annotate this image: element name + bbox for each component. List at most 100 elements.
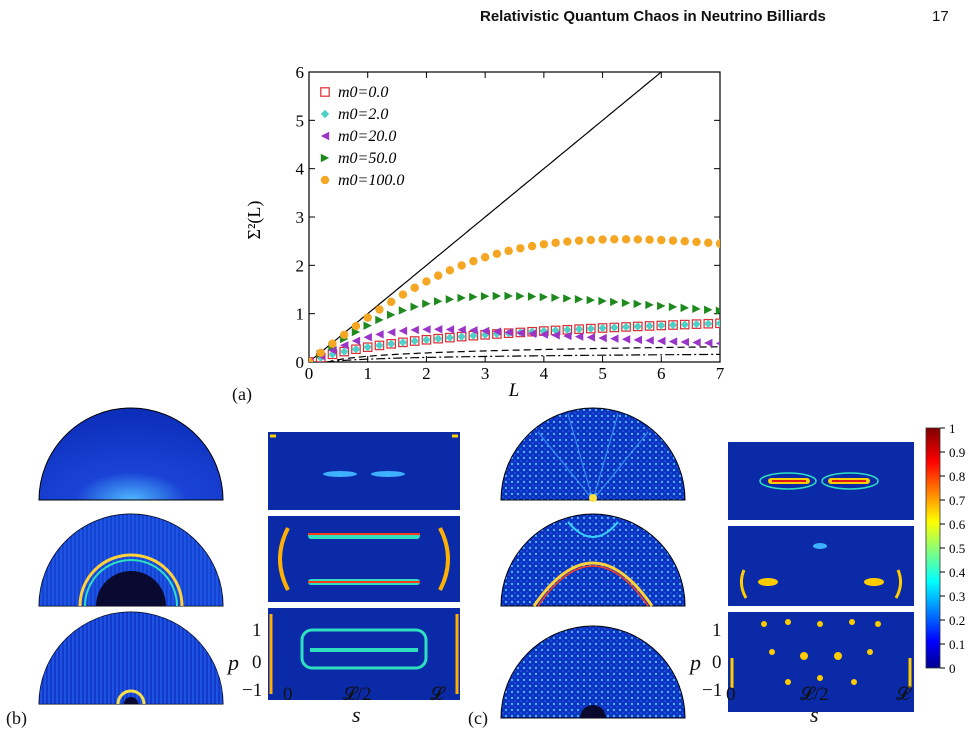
p-tick-mid-c: 0 <box>712 652 722 673</box>
data-point <box>445 333 455 342</box>
data-point <box>351 321 361 331</box>
data-point <box>398 337 408 348</box>
s-tick-start-b: 0 <box>283 684 293 705</box>
data-point <box>340 330 349 339</box>
data-point <box>586 235 596 245</box>
data-point <box>480 253 490 262</box>
gue-curve <box>323 353 720 362</box>
x-axis-label: L <box>508 380 520 401</box>
data-point <box>433 271 443 280</box>
data-point <box>457 261 466 270</box>
husimi-c1 <box>728 442 914 520</box>
legend-marker <box>320 175 330 185</box>
data-point <box>375 341 384 350</box>
data-point <box>363 321 372 330</box>
data-point <box>422 277 431 286</box>
data-point <box>433 333 443 344</box>
data-point <box>422 335 431 345</box>
s-tick-mid-b: 𝓛/2 <box>343 684 372 705</box>
data-point <box>715 306 720 315</box>
p-tick-bottom-c: −1 <box>702 680 723 701</box>
data-point <box>668 302 678 312</box>
data-point <box>375 315 384 325</box>
data-point <box>574 324 584 334</box>
data-point <box>563 294 572 303</box>
data-point <box>492 327 502 336</box>
colorbar-tick-label: 0.6 <box>949 517 966 532</box>
data-point <box>387 310 396 320</box>
data-point <box>621 298 631 308</box>
data-point <box>433 325 443 334</box>
data-point <box>621 322 631 332</box>
spectral-rigidity-chart: 0 1 2 3 4 5 6 7 0 1 2 3 4 5 6 m0=0.0 m0=2.0 m0=20.0 m0=50… <box>244 63 725 401</box>
data-point <box>563 331 572 341</box>
x-tick-label: 5 <box>598 364 607 383</box>
data-point <box>351 344 361 355</box>
data-point <box>657 336 666 346</box>
data-point <box>387 328 396 337</box>
data-point <box>375 305 384 314</box>
data-point <box>668 337 678 346</box>
data-point <box>656 320 667 331</box>
data-point <box>645 235 654 244</box>
p-tick-mid-b: 0 <box>252 652 262 673</box>
data-point <box>410 302 419 311</box>
data-point <box>598 296 607 306</box>
legend-label: m0=20.0 <box>338 128 396 145</box>
data-point <box>340 341 349 350</box>
data-point <box>328 339 337 348</box>
data-point <box>692 304 701 314</box>
p-tick-bottom-b: −1 <box>242 680 263 701</box>
colorbar-tick-label: 0.2 <box>949 613 965 628</box>
data-point <box>410 336 419 346</box>
wavefunction-c2 <box>500 513 686 607</box>
axis-ticks: 0 1 2 3 4 5 6 7 0 1 2 3 4 5 6 <box>296 63 725 383</box>
y-tick-label: 4 <box>296 160 305 179</box>
data-point <box>527 292 537 301</box>
y-tick-label: 6 <box>296 63 305 82</box>
goe-curve <box>325 346 720 362</box>
colorbar-tick-label: 1 <box>949 421 956 436</box>
s-tick-end-b: 𝓛 <box>430 684 444 705</box>
data-point <box>457 293 466 303</box>
data-point <box>539 292 549 302</box>
data-point <box>516 328 525 338</box>
legend-marker <box>320 153 330 163</box>
data-point <box>692 237 701 247</box>
husimi-b1 <box>268 432 460 510</box>
colorbar-tick-label: 0.4 <box>949 565 966 580</box>
data-point <box>387 339 396 349</box>
data-point <box>433 297 443 306</box>
data-point <box>657 321 666 330</box>
data-point <box>410 325 419 335</box>
data-point <box>633 322 642 331</box>
data-point <box>363 313 372 322</box>
data-point <box>574 295 584 304</box>
data-point <box>644 321 655 331</box>
data-point <box>422 325 431 334</box>
panel-b-husimi <box>268 432 460 700</box>
legend-label: m0=100.0 <box>338 172 404 189</box>
data-point <box>433 334 443 343</box>
wavefunction-b2 <box>38 513 224 607</box>
data-point <box>680 320 689 329</box>
data-point <box>610 323 619 332</box>
data-point <box>610 297 619 307</box>
data-point <box>398 306 408 315</box>
series-2 <box>309 325 720 362</box>
s-axis-label-c: s <box>810 702 819 727</box>
data-point <box>527 329 537 338</box>
data-point <box>680 237 689 246</box>
p-tick-top-b: 1 <box>252 620 262 641</box>
legend: m0=0.0 m0=2.0 m0=20.0 m0=50.0 m0=100.0 <box>320 84 404 189</box>
legend-marker <box>320 131 330 141</box>
data-point <box>633 235 642 244</box>
y-axis-label: Σ²(L) <box>244 201 265 240</box>
data-point <box>692 338 701 347</box>
y-tick-label: 2 <box>296 256 305 275</box>
data-point <box>309 357 314 362</box>
data-point <box>445 295 455 304</box>
panel-b-wavefunctions <box>38 407 224 705</box>
data-point <box>657 235 666 245</box>
data-point <box>715 341 720 346</box>
